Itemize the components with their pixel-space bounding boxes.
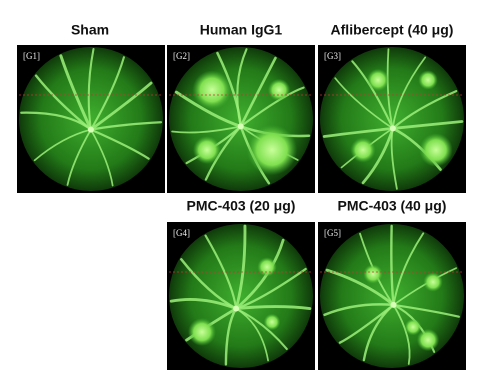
optic-disc (389, 125, 396, 132)
lesion (267, 78, 291, 102)
panel-title: Aflibercept (40 μg) (331, 22, 454, 38)
vessel (33, 128, 92, 162)
vessel (391, 120, 464, 130)
optic-disc (87, 126, 94, 133)
vessel (180, 258, 238, 310)
lesion (418, 70, 438, 90)
vessel (235, 307, 269, 362)
panel-title: Sham (71, 22, 109, 38)
fundus-image: [G2] (167, 45, 315, 193)
optic-disc (233, 305, 240, 312)
vessel (239, 56, 277, 128)
vessel (386, 48, 394, 130)
vessel (89, 56, 125, 131)
vessel (34, 74, 93, 131)
lesion (363, 264, 383, 284)
vessel (392, 303, 460, 318)
lesion (188, 318, 216, 346)
panel-tag: [G5] (324, 228, 341, 238)
vessel (323, 303, 395, 317)
panel-tag: [G4] (173, 228, 190, 238)
vessel (234, 224, 247, 311)
lesion (263, 313, 281, 331)
lesion (246, 124, 298, 176)
panel-tag: [G1] (23, 51, 40, 61)
vessel (90, 128, 114, 187)
lesion (423, 272, 443, 292)
lesion (404, 318, 422, 336)
vessel (338, 303, 395, 344)
vessel (391, 90, 458, 130)
vessel (174, 90, 243, 128)
panel-title: PMC-403 (40 μg) (338, 198, 447, 214)
vessel (89, 128, 150, 160)
retina (320, 47, 464, 191)
vessel (66, 128, 92, 186)
optic-disc (237, 123, 244, 130)
panel-tag: [G3] (324, 51, 341, 61)
vessel (361, 127, 395, 185)
fundus-image: [G5] (318, 222, 466, 370)
vessel (171, 125, 242, 134)
lesion (366, 68, 390, 92)
vessel (234, 305, 312, 311)
vessel (87, 48, 95, 131)
lesion (416, 328, 440, 352)
vessel (322, 127, 395, 138)
fundus-image: [G4] (167, 222, 315, 370)
fundus-image: [G1] (17, 45, 165, 193)
vessel (334, 77, 394, 130)
panel-title: Human IgG1 (200, 22, 283, 38)
vessel (89, 121, 163, 131)
vessel (234, 267, 307, 310)
vessel (89, 81, 153, 132)
vessel (325, 268, 395, 307)
lesion (419, 133, 453, 167)
retina (169, 224, 313, 368)
fundus-image: [G3] (318, 45, 466, 193)
lesion (257, 257, 277, 277)
vessel (224, 307, 238, 366)
vessel (392, 304, 411, 365)
vessel (236, 48, 248, 128)
vessel (204, 234, 238, 310)
lesion (350, 137, 376, 163)
vessel (390, 224, 395, 307)
panel-title: PMC-403 (20 μg) (187, 198, 296, 214)
retina (19, 47, 163, 191)
panel-tag: [G2] (173, 51, 190, 61)
vessel (59, 54, 93, 132)
vessel (392, 232, 425, 306)
optic-disc (390, 301, 397, 308)
lesion (193, 136, 221, 164)
vessel (391, 56, 427, 130)
lesion (192, 70, 232, 110)
